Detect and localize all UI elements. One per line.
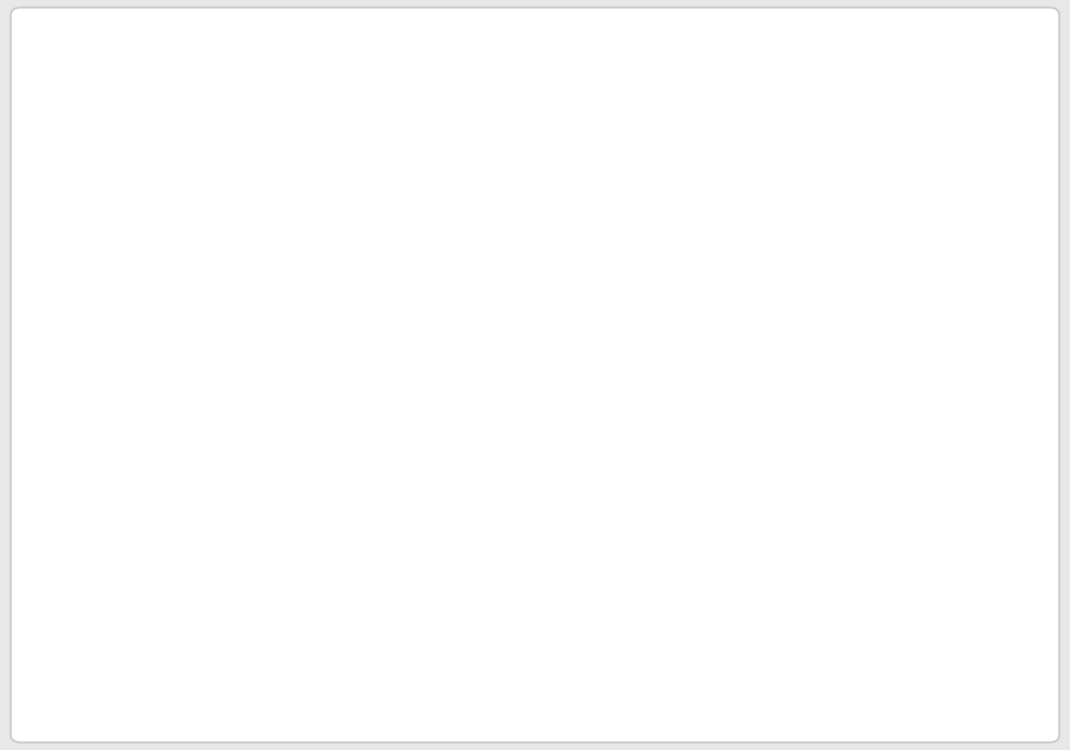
Text: full answer without rounding it. If your answer contains more than four: full answer without rounding it. If your… [55,567,867,590]
Text: $P\,(\mathcal{A}_2) = 1 - P\,(\mathcal{A}_1)$ ).: $P\,(\mathcal{A}_2) = 1 - P\,(\mathcal{A… [55,405,308,433]
Text: the box below.: the box below. [55,699,223,721]
Text: Note:: Note: [55,501,125,524]
Text: Events  $\mathcal{A}_1$  and  $\mathcal{A}_2$  are mutually exclusive and form a: Events $\mathcal{A}_1$ and $\mathcal{A}_… [55,75,846,103]
Text: (Hint: Because   $\mathcal{A}_1$  and  $\mathcal{A}_2$  are mutually: (Hint: Because $\mathcal{A}_1$ and $\mat… [337,273,914,301]
FancyBboxPatch shape [50,264,335,320]
Text: partition of a sample space  $\mathcal{S}$   with  $P\,(\mathcal{A}_1) = \mathbf: partition of a sample space $\mathcal{S}… [55,141,814,169]
Text: If your final answer has up to four decimal places, please enter your: If your final answer has up to four deci… [132,501,921,524]
Text: event in  $\mathcal{S}$  with $P\,(\mathcal{E}\mid \mathcal{A}_1) =\mathbf{0.13}: event in $\mathcal{S}$ with $P\,(\mathca… [55,207,763,235]
Text: exclusive and form a complete partition of the sample space,: exclusive and form a complete partition … [55,339,896,363]
Text: decimal places, please round it to four decimal places before entering it in: decimal places, please round it to four … [55,633,910,656]
Text: compute  $\boldsymbol{P}\,(\boldsymbol{\mathcal{E}}) =?$: compute $\boldsymbol{P}\,(\boldsymbol{\m… [55,273,288,301]
